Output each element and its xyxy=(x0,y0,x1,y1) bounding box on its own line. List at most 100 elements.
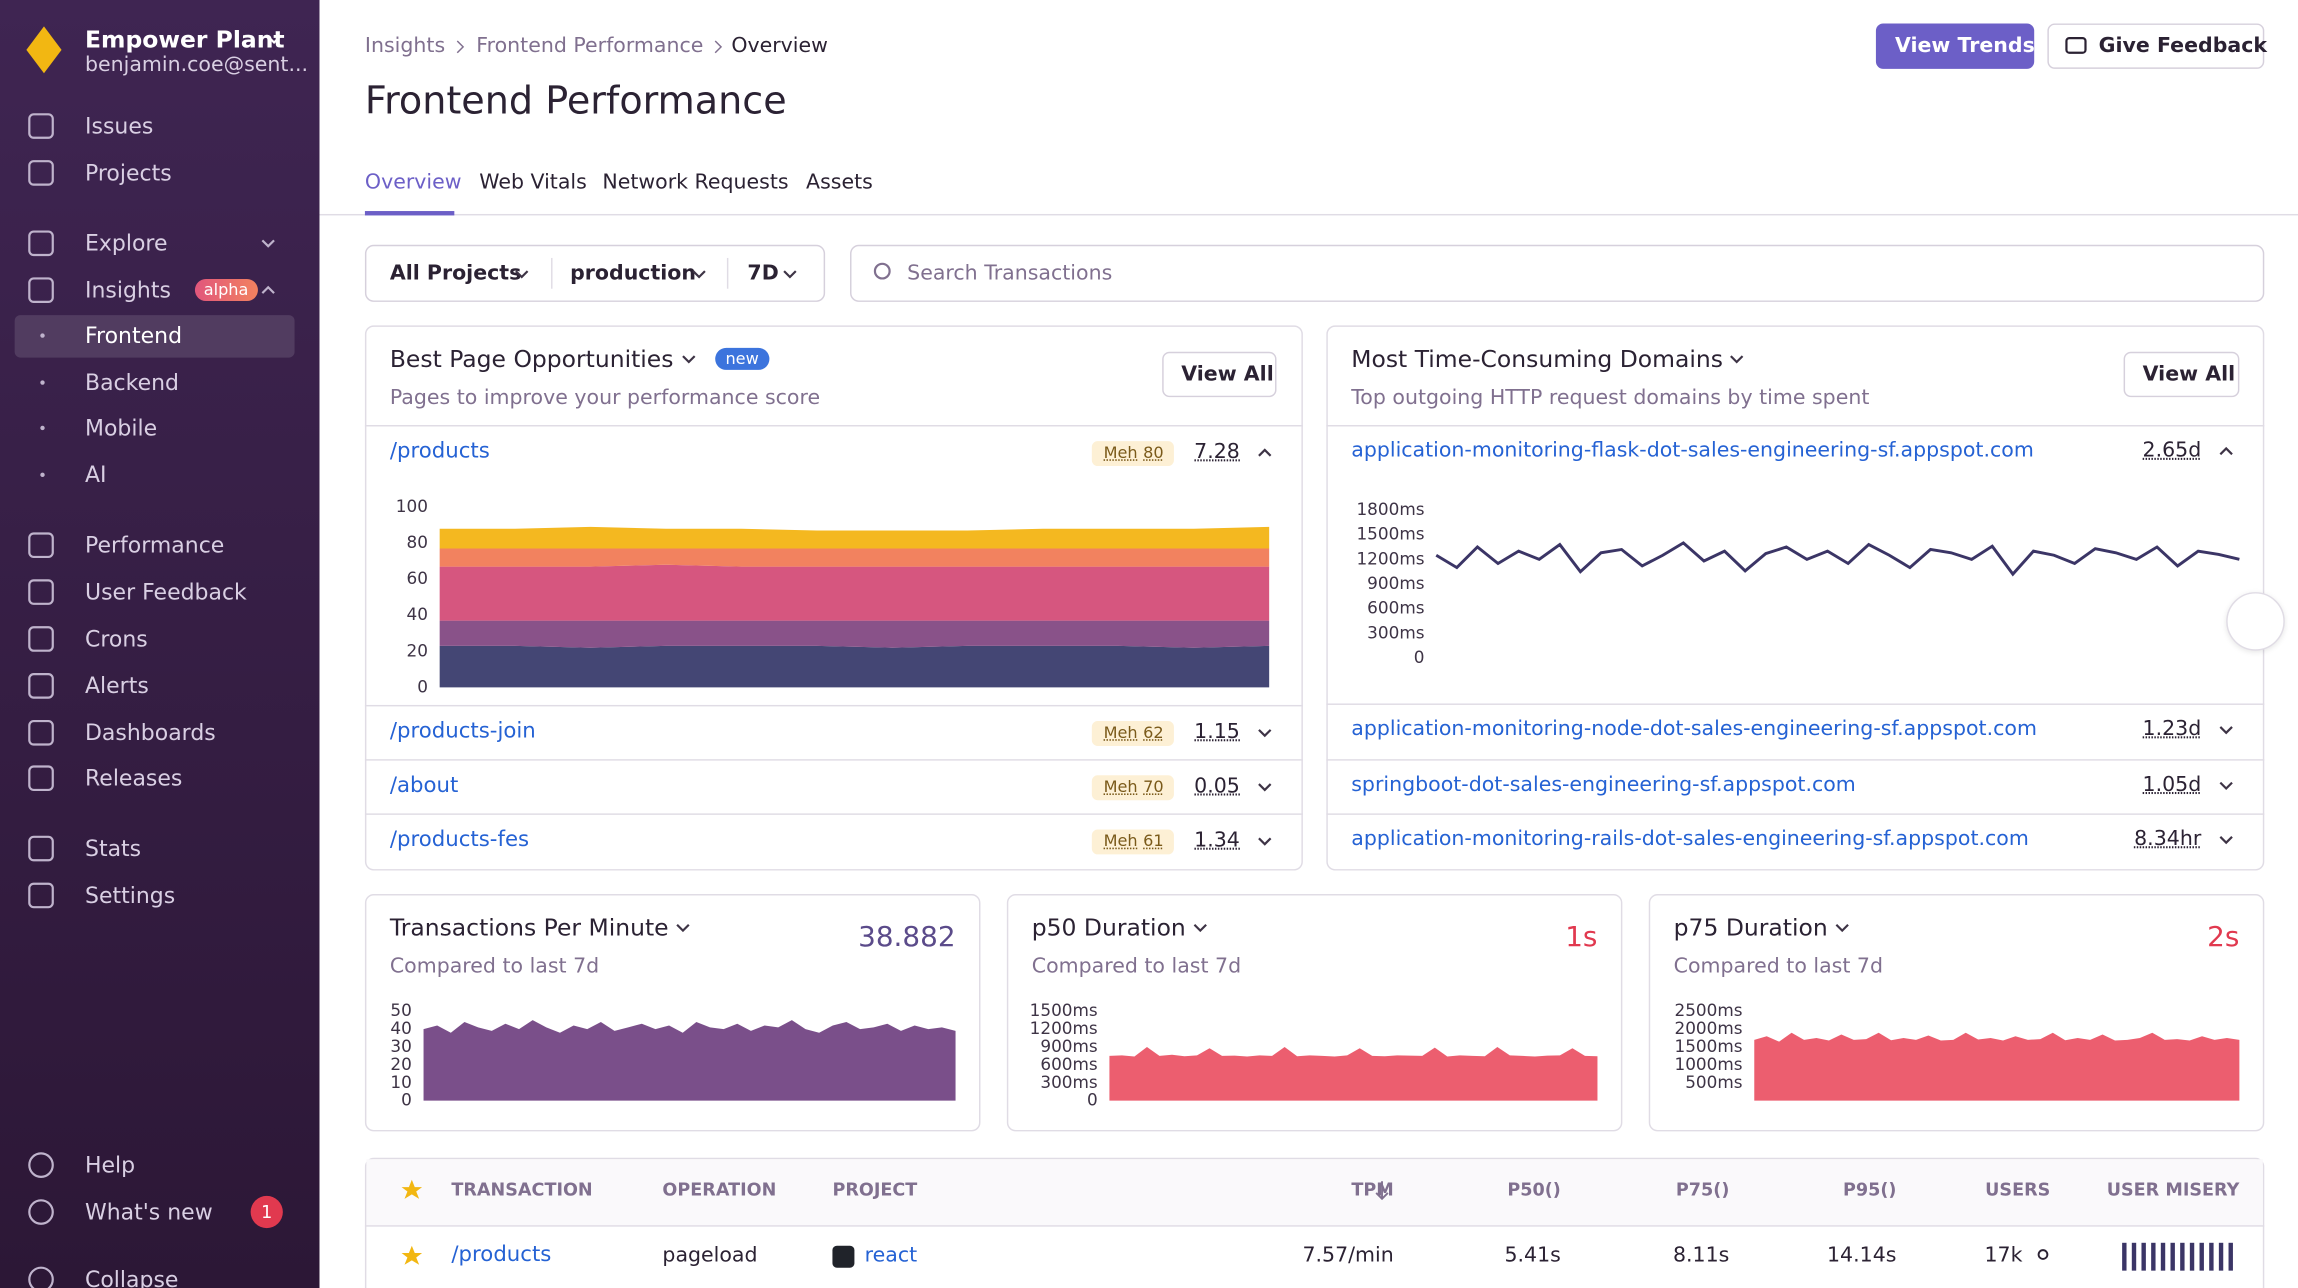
column-header: P95() xyxy=(1842,1179,1897,1201)
nav-item[interactable]: Collapse xyxy=(85,1266,179,1288)
row-value: 1.34 xyxy=(1194,828,1240,853)
header-divider xyxy=(319,213,2298,216)
row-value: 1.23d xyxy=(2142,717,2202,741)
sidebar xyxy=(0,0,320,1288)
nav-subitem[interactable]: Backend xyxy=(85,369,180,396)
domain-link[interactable]: application-monitoring-flask-dot-sales-e… xyxy=(1351,439,2034,463)
card-value: 1s xyxy=(1565,921,1598,954)
nav-item[interactable]: Help xyxy=(85,1151,136,1179)
row-value: 1.15 xyxy=(1194,720,1240,744)
btn-label: View All xyxy=(1181,362,1274,387)
cell: 7.57/min xyxy=(1302,1243,1394,1268)
cell: pageload xyxy=(662,1243,758,1268)
tab[interactable]: Network Requests xyxy=(602,170,789,195)
nav-item[interactable]: Issues xyxy=(85,112,154,140)
filter-project[interactable]: All Projects xyxy=(389,261,522,286)
breadcrumb-sep xyxy=(456,40,465,54)
alpha-badge: alpha xyxy=(194,279,258,302)
card-value: 2s xyxy=(2207,921,2240,954)
score-value: 70 xyxy=(1143,777,1164,797)
cell: 14.14s xyxy=(1827,1243,1897,1268)
nav-item[interactable]: Projects xyxy=(85,159,172,187)
cell: 8.11s xyxy=(1672,1243,1730,1268)
tab[interactable]: Assets xyxy=(806,170,873,195)
tab[interactable]: Overview xyxy=(364,170,462,195)
breadcrumb-sep xyxy=(714,40,723,54)
domain-link[interactable]: application-monitoring-node-dot-sales-en… xyxy=(1351,717,2037,741)
column-header: USER MISERY xyxy=(2106,1179,2240,1201)
panel-sep xyxy=(364,425,1303,427)
score-rating: Meh xyxy=(1103,831,1138,851)
score-badge xyxy=(1091,721,1174,746)
btn-view-trends[interactable] xyxy=(1875,23,2035,69)
column-header: P50() xyxy=(1507,1179,1561,1201)
panel-title: Best Page Opportunities xyxy=(389,345,674,373)
nav-subitem[interactable]: Frontend xyxy=(85,322,183,349)
nav-item[interactable]: Stats xyxy=(85,835,142,862)
row-value: 8.34hr xyxy=(2134,827,2202,851)
score-rating: Meh xyxy=(1103,723,1138,743)
tab[interactable]: Web Vitals xyxy=(479,170,587,195)
filter-sep xyxy=(726,257,729,289)
filter-env[interactable]: production xyxy=(570,261,697,286)
btn-label: Give Feedback xyxy=(2098,34,2268,59)
page-link[interactable]: /about xyxy=(389,774,459,798)
feedback-float[interactable] xyxy=(2226,592,2285,651)
card-subtitle: Compared to last 7d xyxy=(1673,954,1884,979)
active-nav-bg xyxy=(14,315,295,358)
btn-view-all[interactable] xyxy=(1162,351,1277,398)
nav-item[interactable]: What's new xyxy=(85,1198,213,1226)
nav-item[interactable]: Insights xyxy=(85,276,171,304)
table-sep xyxy=(364,1225,2265,1227)
panel-title: Most Time-Consuming Domains xyxy=(1351,345,1723,373)
row-sep xyxy=(1326,759,2265,761)
filter-period[interactable]: 7D xyxy=(747,261,779,286)
card-title: p50 Duration xyxy=(1031,913,1186,942)
card-title: p75 Duration xyxy=(1673,913,1828,942)
search-box[interactable] xyxy=(850,244,2265,302)
breadcrumb: Overview xyxy=(731,34,828,59)
breadcrumb[interactable]: Frontend Performance xyxy=(476,34,704,59)
domain-link[interactable]: application-monitoring-rails-dot-sales-e… xyxy=(1351,827,2029,851)
search-placeholder: Search Transactions xyxy=(907,261,1113,286)
nav-item[interactable]: Alerts xyxy=(85,672,149,700)
nav-item[interactable]: Performance xyxy=(85,531,225,559)
domain-link[interactable]: springboot-dot-sales-engineering-sf.apps… xyxy=(1351,773,1856,797)
nav-subitem[interactable]: AI xyxy=(85,461,107,489)
page-link[interactable]: /products xyxy=(389,440,490,464)
page-link[interactable]: /products-fes xyxy=(389,828,530,852)
btn-label: View Trends xyxy=(1894,34,2035,59)
score-rating: Meh xyxy=(1103,777,1138,797)
column-header: P75() xyxy=(1675,1179,1730,1201)
score-badge xyxy=(1091,829,1174,855)
nav-item[interactable]: Releases xyxy=(85,765,183,792)
transaction-link[interactable]: /products xyxy=(451,1243,552,1267)
row-sep xyxy=(364,813,1303,815)
new-badge: new xyxy=(715,347,770,371)
page-title: Frontend Performance xyxy=(364,79,787,124)
column-header: TPM xyxy=(1351,1179,1394,1201)
org-name: Empower Plant xyxy=(85,25,285,54)
nav-item[interactable]: Crons xyxy=(85,625,148,653)
panel-subtitle: Pages to improve your performance score xyxy=(389,386,821,410)
nav-subitem[interactable]: Mobile xyxy=(85,414,158,442)
row-value: 1.05d xyxy=(2142,773,2202,797)
column-header: PROJECT xyxy=(832,1179,918,1201)
cell: 5.41s xyxy=(1504,1243,1561,1268)
column-header: USERS xyxy=(1985,1179,2051,1201)
card-subtitle: Compared to last 7d xyxy=(389,954,600,979)
nav-item[interactable]: User Feedback xyxy=(85,578,247,606)
project-link[interactable]: react xyxy=(864,1243,918,1268)
card-value: 38.882 xyxy=(858,921,956,954)
nav-item[interactable]: Explore xyxy=(85,230,168,257)
nav-item[interactable]: Settings xyxy=(85,882,176,909)
panel-opportunities xyxy=(364,325,1303,871)
btn-view-all[interactable] xyxy=(2123,351,2240,398)
score-badge xyxy=(1091,775,1174,801)
nav-item[interactable]: Dashboards xyxy=(85,719,216,746)
score-value: 61 xyxy=(1143,831,1164,851)
user-email: benjamin.coe@sent... xyxy=(85,53,309,78)
breadcrumb[interactable]: Insights xyxy=(364,34,446,59)
page-link[interactable]: /products-join xyxy=(389,720,536,744)
